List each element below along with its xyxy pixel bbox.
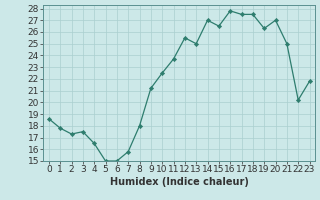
X-axis label: Humidex (Indice chaleur): Humidex (Indice chaleur)	[110, 177, 249, 187]
